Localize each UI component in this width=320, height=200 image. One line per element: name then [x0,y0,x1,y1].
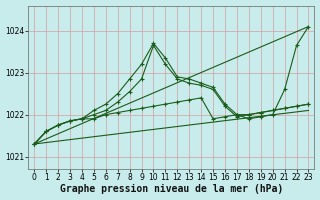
X-axis label: Graphe pression niveau de la mer (hPa): Graphe pression niveau de la mer (hPa) [60,184,283,194]
